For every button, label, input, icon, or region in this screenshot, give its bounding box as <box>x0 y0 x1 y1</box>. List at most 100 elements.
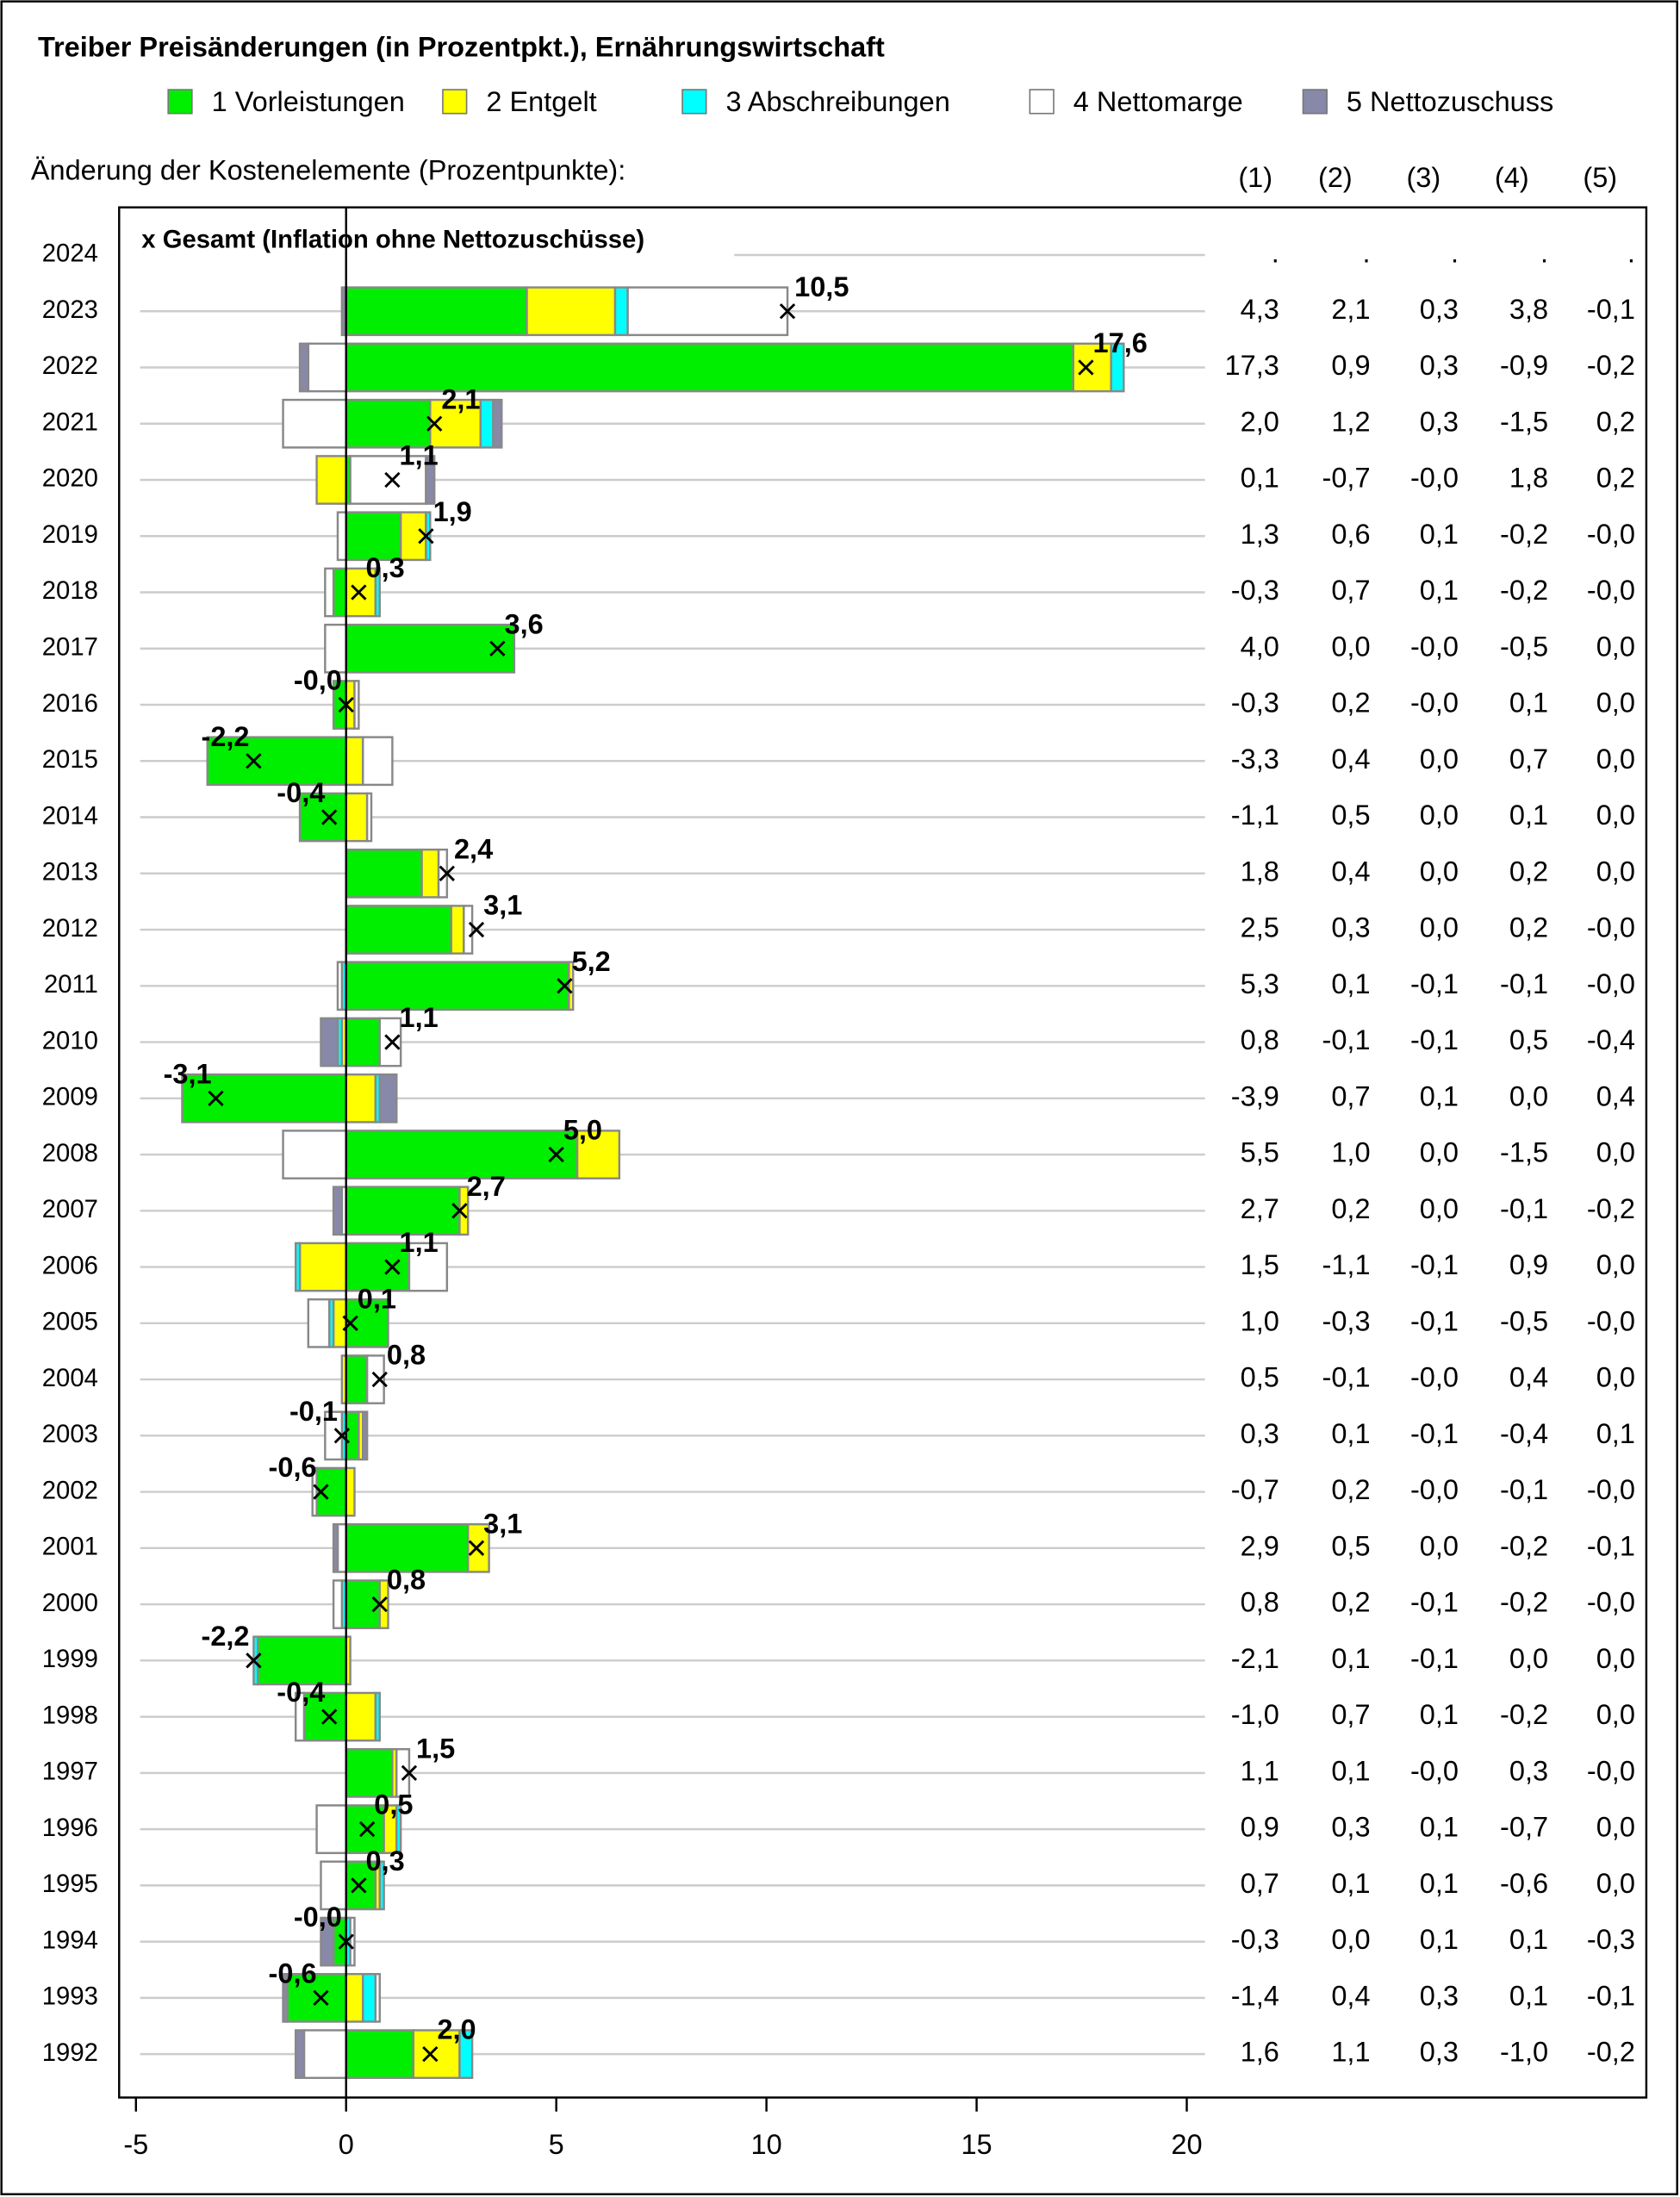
table-cell: -0,7 <box>1500 1812 1548 1843</box>
total-label: 1,1 <box>400 1227 439 1258</box>
legend-swatch <box>442 89 468 115</box>
table-cell: 0,0 <box>1420 744 1459 775</box>
total-label: 0,3 <box>366 552 405 583</box>
bar <box>294 1242 302 1292</box>
table-cell: 0,3 <box>1331 912 1370 943</box>
table-cell: -0,1 <box>1500 968 1548 999</box>
total-label: 3,1 <box>483 1508 522 1539</box>
total-marker <box>321 1708 338 1725</box>
bar <box>345 1747 394 1798</box>
bar <box>345 342 1074 393</box>
bar <box>349 455 427 505</box>
table-cell: 1,8 <box>1509 463 1548 494</box>
table-cell: 4,0 <box>1241 631 1279 662</box>
legend-label: 5 Nettozuschuss <box>1347 86 1553 117</box>
total-label: 1,5 <box>416 1733 455 1764</box>
table-cell: -1,0 <box>1500 2037 1548 2068</box>
total-label: -0,0 <box>294 665 342 696</box>
table-cell: 0,3 <box>1420 1980 1459 2011</box>
legend-swatch <box>1302 89 1328 115</box>
total-label: -0,6 <box>269 1452 317 1483</box>
table-cell: 0,0 <box>1596 688 1635 719</box>
total-marker <box>557 978 573 994</box>
table-cell: -3,3 <box>1231 744 1279 775</box>
bar <box>374 567 381 618</box>
table-cell: 1,1 <box>1241 1755 1279 1786</box>
table-cell: 0,1 <box>1509 800 1548 831</box>
total-label: -3,1 <box>164 1058 212 1089</box>
total-marker <box>358 1820 376 1838</box>
table-cell: 0,1 <box>1509 688 1548 719</box>
y-tick-label: 2018 <box>42 577 98 605</box>
total-marker <box>384 471 401 489</box>
y-tick-label: 2007 <box>42 1196 98 1223</box>
total-marker <box>351 1877 367 1894</box>
bar <box>345 1073 377 1123</box>
table-cell: 0,9 <box>1331 350 1370 381</box>
table-cell: -0,1 <box>1410 1305 1459 1336</box>
bar <box>492 398 503 449</box>
bar <box>315 1804 347 1854</box>
y-tick-label: 2021 <box>42 408 98 436</box>
bar <box>324 623 347 674</box>
table-cell: 17,3 <box>1225 350 1279 381</box>
total-marker <box>338 696 354 713</box>
table-cell: 1,0 <box>1331 1137 1370 1168</box>
table-cell: 0,0 <box>1596 1699 1635 1730</box>
table-cell: 1,0 <box>1241 1305 1279 1336</box>
y-tick-label: 2002 <box>42 1477 98 1504</box>
table-cell: 0,9 <box>1241 1812 1279 1843</box>
bar <box>345 1410 360 1461</box>
table-cell: 0,1 <box>1420 1868 1459 1899</box>
legend-label: 1 Vorleistungen <box>212 86 405 117</box>
y-tick-label: 1998 <box>42 1702 98 1729</box>
y-tick-label: 2020 <box>42 465 98 493</box>
column-header: (3) <box>1406 162 1440 193</box>
x-tick-label: -5 <box>123 2129 148 2160</box>
table-cell: -0,4 <box>1500 1418 1548 1449</box>
column-header: (4) <box>1495 162 1529 193</box>
bar <box>479 398 495 449</box>
total-marker <box>342 1315 358 1331</box>
total-marker <box>246 753 262 769</box>
table-cell: 0,3 <box>1331 1812 1370 1843</box>
table-cell: 0,4 <box>1509 1362 1548 1393</box>
total-marker <box>548 1146 564 1163</box>
bar <box>302 2029 347 2079</box>
total-label: 2,0 <box>437 2014 476 2045</box>
bar <box>1072 342 1112 393</box>
total-label: 1,1 <box>400 1002 439 1033</box>
bar <box>345 511 402 562</box>
table-cell: 0,5 <box>1509 1024 1548 1055</box>
table-cell: 0,4 <box>1331 1980 1370 2011</box>
bar <box>345 1579 381 1629</box>
table-cell: 0,0 <box>1331 631 1370 662</box>
y-tick-label: 2006 <box>42 1252 98 1279</box>
bar <box>332 1579 344 1629</box>
table-cell: 0,1 <box>1331 1868 1370 1899</box>
bar <box>378 1017 402 1067</box>
table-cell: 0,1 <box>1241 463 1279 494</box>
total-label: 1,1 <box>400 440 439 471</box>
table-cell: 0,2 <box>1596 463 1635 494</box>
bar <box>362 1410 369 1461</box>
bar <box>307 1298 331 1348</box>
table-cell: -0,1 <box>1410 1024 1459 1055</box>
table-cell: . <box>1451 238 1459 269</box>
bar <box>395 1804 402 1854</box>
bar <box>345 2029 415 2079</box>
table-cell: 0,3 <box>1420 2037 1459 2068</box>
table-cell: 0,0 <box>1596 1362 1635 1393</box>
bar <box>320 1860 347 1911</box>
table-cell: 0,0 <box>1420 912 1459 943</box>
total-marker <box>451 1203 468 1219</box>
total-marker <box>384 1259 401 1275</box>
table-cell: -0,0 <box>1587 968 1635 999</box>
table-cell: -0,1 <box>1500 1193 1548 1224</box>
table-cell: 5,5 <box>1241 1137 1279 1168</box>
y-tick-label: 1995 <box>42 1870 98 1898</box>
bar <box>374 1691 381 1742</box>
table-cell: 0,6 <box>1331 519 1370 550</box>
annotation-bg <box>134 221 735 258</box>
y-tick-label: 2022 <box>42 352 98 380</box>
